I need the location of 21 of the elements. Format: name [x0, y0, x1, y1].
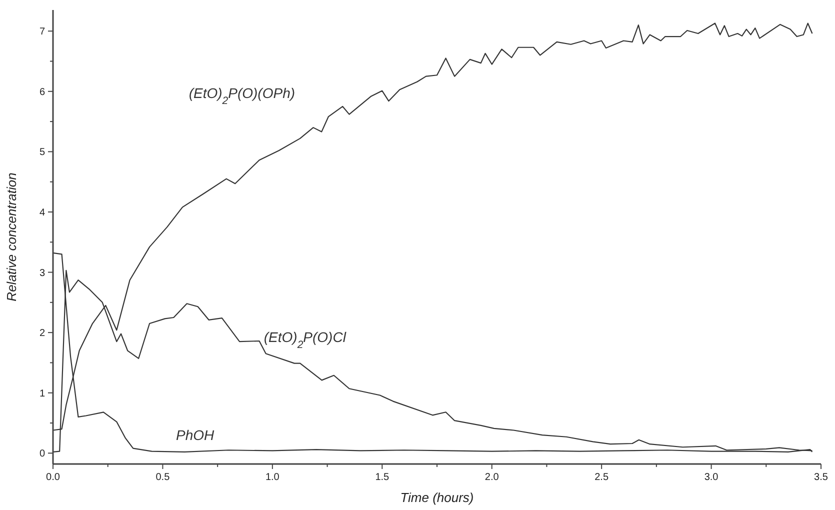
x-tick-label: 3.5: [814, 472, 828, 483]
x-tick-label: 0.5: [156, 472, 170, 483]
x-tick-label: 3.0: [704, 472, 719, 483]
y-tick-label: 3: [39, 268, 46, 279]
series-label: PhOH: [176, 426, 216, 443]
x-axis-title: Time (hours): [400, 490, 474, 505]
y-tick-label: 5: [39, 147, 46, 158]
x-tick-label: 2.5: [594, 472, 609, 483]
x-tick-label: 1.5: [375, 472, 390, 483]
x-tick-label: 1.0: [265, 472, 280, 483]
x-tick-label: 0.0: [46, 472, 60, 483]
y-tick-label: 6: [39, 86, 46, 98]
series-label: (EtO)$_{2}$P(O)Cl: [264, 328, 347, 351]
y-axis-title: Relative concentration: [4, 172, 19, 302]
y-tick-label: 2: [39, 328, 46, 340]
y-tick-label: 7: [39, 26, 46, 38]
y-tick-label: 1: [39, 388, 46, 400]
x-tick-label: 2.0: [484, 472, 500, 483]
y-tick-label: 4: [39, 207, 46, 218]
series-label: (EtO)$_{2}$P(O)(OPh): [188, 84, 296, 107]
y-tick-label: 0: [39, 448, 46, 460]
